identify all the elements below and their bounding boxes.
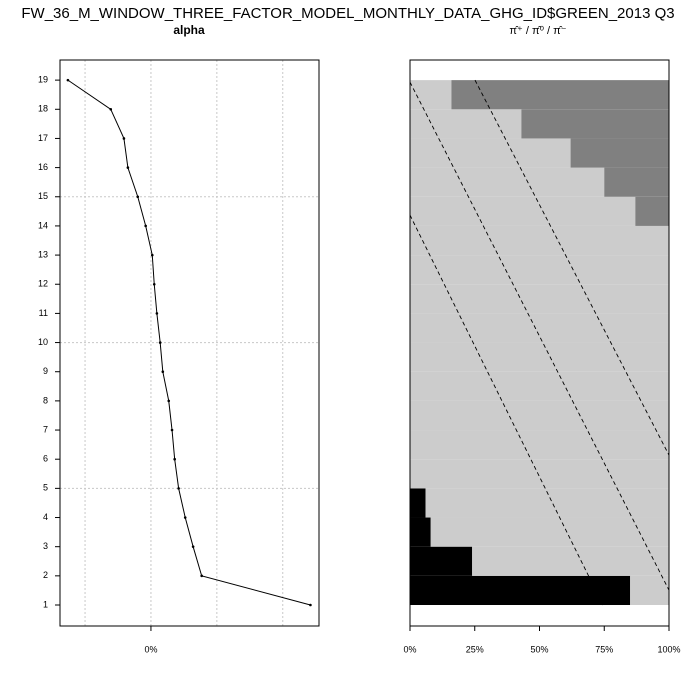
- alpha-point: [200, 574, 203, 578]
- x-tick-label: 50%: [530, 644, 548, 654]
- x-tick-label: 0%: [403, 644, 416, 654]
- alpha-point: [155, 312, 159, 315]
- alpha-point: [152, 282, 156, 286]
- y-tick-label: 17: [38, 133, 48, 143]
- y-tick-label: 12: [38, 279, 48, 289]
- x-tick-label: 0%: [144, 644, 157, 654]
- y-tick-label: 9: [43, 366, 48, 376]
- share-segment: [410, 459, 669, 489]
- reference-line: [409, 214, 604, 606]
- share-segment: [430, 517, 669, 547]
- y-tick-label: 6: [43, 454, 48, 464]
- y-tick-label: 13: [38, 249, 48, 259]
- share-segment: [410, 400, 669, 431]
- right-title: π̂⁺ / π̂⁰ / π̂⁻: [509, 25, 566, 37]
- share-segment: [630, 575, 669, 606]
- share-segment: [410, 371, 669, 401]
- y-tick-label: 7: [43, 424, 48, 434]
- y-tick-label: 5: [43, 483, 48, 493]
- y-tick-label: 2: [43, 570, 48, 580]
- alpha-point: [191, 545, 195, 548]
- plot-frame: [409, 59, 670, 627]
- alpha-point: [144, 224, 147, 228]
- share-segment: [410, 80, 452, 110]
- share-segment: [410, 255, 669, 285]
- alpha-point: [173, 457, 176, 461]
- share-segment: [410, 517, 431, 547]
- share-segment: [635, 196, 669, 226]
- share-segment: [570, 138, 669, 168]
- y-tick-label: 11: [39, 308, 48, 318]
- alpha-point: [136, 195, 140, 199]
- alpha-point: [122, 137, 126, 140]
- y-tick-label: 8: [43, 395, 48, 405]
- share-segment: [410, 575, 631, 606]
- share-segment: [410, 488, 426, 518]
- alpha-point: [170, 428, 174, 432]
- share-segment: [410, 196, 636, 226]
- alpha-point: [126, 166, 130, 169]
- share-segment: [410, 430, 669, 460]
- alpha-point: [150, 253, 154, 257]
- share-segment: [410, 138, 571, 168]
- alpha-point: [161, 370, 165, 374]
- share-segment: [451, 80, 669, 110]
- share-segment: [472, 546, 669, 576]
- reference-line: [474, 79, 670, 456]
- alpha-point: [109, 107, 113, 111]
- page-title: FW_36_M_WINDOW_THREE_FACTOR_MODEL_MONTHL…: [21, 5, 674, 22]
- y-tick-label: 3: [43, 541, 48, 551]
- y-tick-label: 4: [43, 512, 48, 522]
- alpha-point: [177, 487, 180, 490]
- y-tick-label: 18: [38, 104, 48, 114]
- y-tick-label: 15: [38, 191, 48, 201]
- share-segment: [410, 109, 522, 139]
- alpha-point: [167, 399, 171, 403]
- share-segment: [410, 313, 669, 343]
- share-segment: [410, 284, 669, 314]
- share-segment: [410, 225, 669, 256]
- x-tick-label: 75%: [595, 644, 613, 654]
- x-tick-label: 100%: [657, 644, 680, 654]
- alpha-point: [183, 516, 187, 519]
- alpha-point: [309, 603, 312, 607]
- plot-frame: [59, 59, 320, 627]
- left-title: alpha: [173, 23, 205, 37]
- share-segment: [521, 109, 669, 139]
- share-segment: [410, 167, 605, 197]
- share-segment: [410, 342, 669, 372]
- alpha-point: [66, 78, 70, 82]
- y-tick-label: 16: [38, 162, 48, 172]
- y-tick-label: 19: [38, 74, 48, 84]
- y-tick-label: 14: [38, 220, 48, 230]
- x-tick-label: 25%: [466, 644, 484, 654]
- alpha-point: [158, 341, 162, 344]
- share-segment: [604, 167, 669, 197]
- y-tick-label: 1: [43, 599, 48, 609]
- share-segment: [410, 546, 473, 576]
- y-tick-label: 10: [38, 337, 48, 347]
